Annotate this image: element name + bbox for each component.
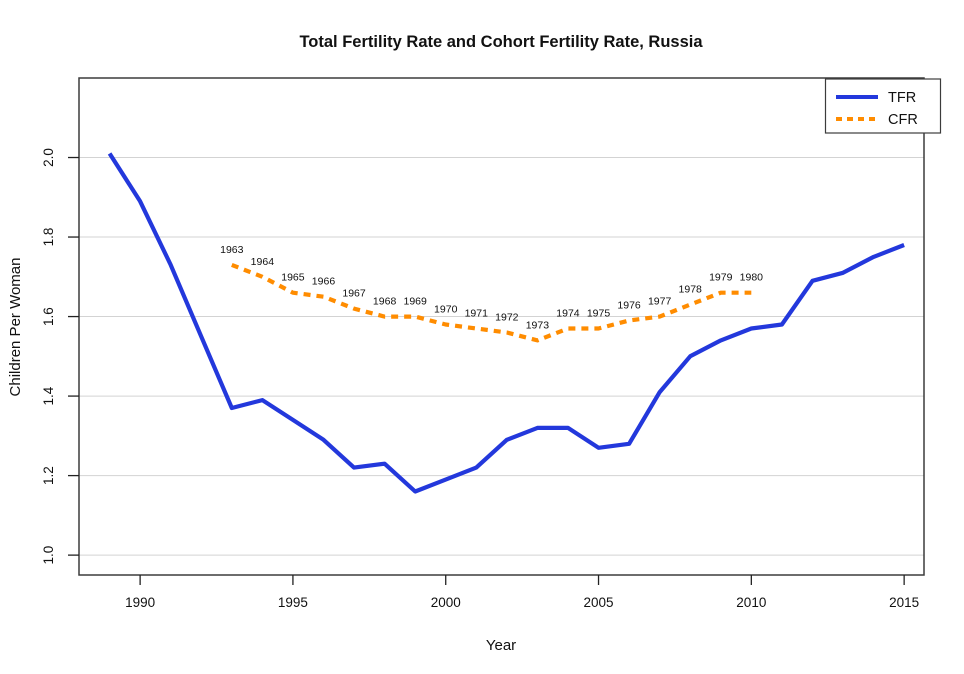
x-axis-label: Year [486,637,516,654]
cfr-year-label: 1972 [495,311,519,323]
y-tick-label: 2.0 [41,148,56,167]
cfr-year-label: 1969 [403,296,427,308]
x-tick-label: 2000 [431,595,461,610]
x-tick-label: 1990 [125,595,155,610]
cfr-line [231,262,752,343]
y-tick-label: 1.4 [41,386,56,405]
legend-tfr-label: TFR [888,90,916,106]
cfr-year-label: 1973 [526,319,550,331]
tfr-line [107,152,905,494]
cfr-year-label: 1971 [465,307,489,319]
legend: TFR CFR [824,78,942,134]
cfr-year-label: 1966 [312,276,336,288]
cfr-year-label: 1975 [587,307,611,319]
cfr-year-label: 1974 [556,307,580,319]
x-tick-label: 2015 [889,595,919,610]
cfr-year-label: 1977 [648,296,672,308]
legend-cfr-label: CFR [888,112,918,128]
y-tick-label: 1.8 [41,228,56,247]
chart-title: Total Fertility Rate and Cohort Fertilit… [299,33,703,51]
cfr-year-label: 1970 [434,304,458,316]
y-tick-label: 1.6 [41,307,56,326]
cfr-year-label: 1965 [281,272,305,284]
y-axis-label: Children Per Woman [7,258,24,397]
cfr-year-label: 1978 [679,284,703,296]
cfr-year-label: 1976 [617,300,641,312]
legend-box [824,78,942,134]
cfr-year-label: 1967 [342,288,366,300]
cfr-year-label: 1964 [251,256,275,268]
cfr-year-label: 1968 [373,296,397,308]
x-tick-label: 2005 [584,595,614,610]
cfr-year-label: 1980 [740,272,764,284]
cfr-year-label: 1963 [220,244,244,256]
y-tick-label: 1.0 [41,546,56,565]
cfr-year-label: 1979 [709,272,733,284]
plot-border [78,77,925,576]
x-tick-label: 1995 [278,595,308,610]
x-tick-label: 2010 [736,595,766,610]
y-tick-label: 1.2 [41,466,56,485]
